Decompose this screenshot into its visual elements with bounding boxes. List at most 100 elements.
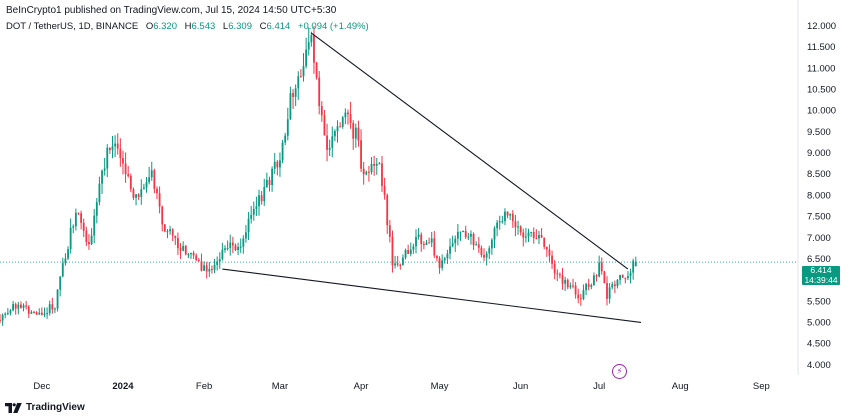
candle-body: [305, 49, 308, 67]
candle-body: [140, 189, 143, 197]
candle-body: [242, 238, 245, 247]
y-tick-label: 5.000: [807, 318, 831, 329]
candle-body: [326, 135, 328, 150]
candle-body: [517, 226, 519, 228]
candle-body: [436, 255, 438, 259]
candle-body: [475, 244, 478, 246]
candle-body: [101, 170, 103, 184]
candle-body: [433, 238, 436, 256]
candle-body: [336, 126, 339, 132]
candle-body: [634, 262, 637, 267]
y-tick-label: 4.000: [807, 360, 831, 371]
candle-body: [302, 66, 305, 77]
candle-body: [470, 233, 472, 237]
candle-body: [415, 236, 417, 247]
candle-body: [522, 232, 525, 238]
candle-body: [111, 146, 114, 151]
candle-body: [572, 285, 574, 287]
candle-body: [438, 258, 441, 268]
close-value: 6.414: [266, 21, 291, 32]
candle-body: [0, 319, 1, 321]
candle-body: [428, 242, 431, 244]
candle-body: [627, 275, 629, 278]
x-tick-label: Jul: [593, 381, 605, 392]
candle-body: [46, 313, 49, 315]
candle-body: [22, 305, 25, 308]
candle-body: [443, 258, 446, 261]
candle-body: [95, 202, 98, 216]
candle-body: [226, 247, 229, 249]
candle-body: [61, 263, 64, 277]
candle-body: [407, 250, 410, 255]
candle-body: [595, 275, 598, 277]
candle-body: [399, 264, 402, 266]
candle-body: [192, 252, 195, 256]
candle-body: [511, 213, 514, 222]
candle-body: [9, 310, 12, 314]
candle-body: [195, 255, 198, 261]
candle-body: [258, 195, 260, 207]
candle-body: [85, 230, 88, 243]
candle-body: [422, 243, 425, 246]
candle-body: [611, 284, 614, 288]
y-tick-label: 11.000: [807, 63, 835, 74]
candle-body: [545, 246, 548, 250]
candle-body: [383, 186, 386, 196]
candle-body: [323, 115, 326, 136]
candle-body: [365, 171, 368, 175]
candle-body: [33, 312, 35, 314]
bar-countdown: 14:39:44: [804, 274, 838, 285]
candle-body: [252, 208, 255, 215]
candle-body: [69, 227, 72, 250]
candle-body: [313, 35, 315, 63]
low-value: 6.309: [228, 21, 252, 32]
candle-body: [231, 242, 234, 246]
change-value: +0.094 (+1.49%): [297, 21, 369, 32]
symbol-name: DOT / TetherUS, 1D, BINANCE: [6, 21, 139, 32]
candle-body: [430, 238, 433, 243]
high-label: H: [184, 21, 192, 32]
candle-body: [535, 237, 538, 239]
candle-body: [347, 112, 349, 115]
candle-body: [459, 231, 462, 233]
candle-body: [496, 222, 499, 229]
candle-body: [367, 171, 370, 173]
candle-body: [1, 314, 4, 321]
candle-body: [632, 260, 635, 273]
low-label: L: [222, 21, 229, 32]
candle-body: [396, 263, 399, 265]
candle-body: [211, 269, 213, 271]
candle-body: [519, 226, 522, 233]
candle-body: [171, 229, 174, 236]
published-caption: BeInCrypto1 published on TradingView.com…: [6, 5, 337, 16]
candle-body: [462, 230, 465, 232]
candle-body: [169, 229, 171, 232]
lightning-bolt-icon[interactable]: ⚡: [612, 364, 627, 379]
candle-body: [524, 236, 527, 238]
candle-body: [328, 147, 331, 150]
candle-body: [564, 279, 567, 284]
candle-body: [333, 131, 336, 137]
open-label: O: [145, 21, 154, 32]
candle-body: [98, 183, 101, 203]
candle-body: [532, 231, 535, 238]
candle-body: [409, 249, 412, 255]
tradingview-logo[interactable]: TradingView: [5, 401, 85, 414]
candle-body: [260, 195, 263, 202]
candle-body: [17, 304, 20, 309]
candle-body: [184, 245, 187, 255]
candle-body: [4, 313, 7, 315]
candle-body: [490, 239, 493, 249]
candle-body: [441, 260, 444, 268]
candle-body: [307, 42, 310, 50]
candle-body: [480, 247, 483, 255]
candle-body: [585, 284, 587, 291]
candle-body: [498, 221, 501, 223]
candle-body: [20, 304, 22, 308]
candle-body: [386, 195, 389, 226]
candle-body: [218, 259, 221, 262]
candle-body: [402, 257, 404, 265]
tradingview-brand: TradingView: [26, 402, 85, 413]
candle-body: [360, 140, 362, 169]
